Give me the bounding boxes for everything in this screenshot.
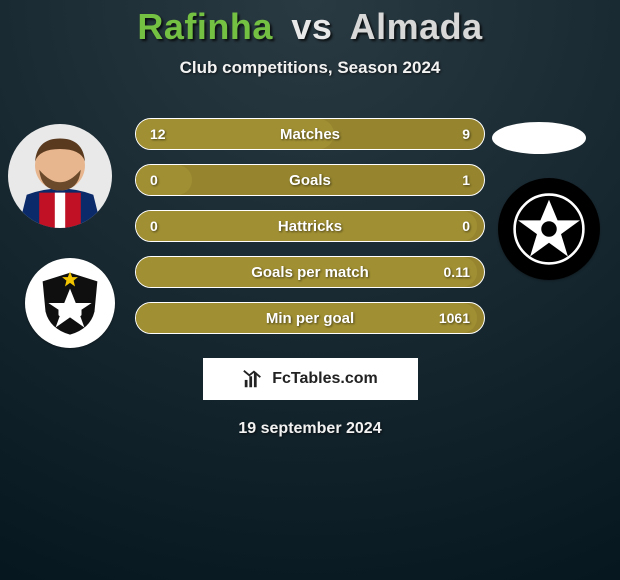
stat-right-value: 0.11 [444, 264, 470, 280]
stat-left-value: 0 [150, 172, 158, 188]
date-line: 19 september 2024 [238, 420, 381, 438]
stat-right-value: 1 [462, 172, 470, 188]
club-badge-right [498, 178, 600, 280]
stat-left-value: 0 [150, 218, 158, 234]
stat-label: Min per goal [266, 310, 354, 327]
stat-label: Matches [280, 126, 340, 143]
stat-label: Goals per match [251, 264, 369, 281]
stat-right-value: 9 [462, 126, 470, 142]
stat-row: 0 Goals 1 [135, 164, 485, 196]
player1-name: Rafinha [137, 6, 273, 47]
bar-chart-icon [242, 368, 264, 390]
stat-label: Hattricks [278, 218, 342, 235]
stat-label: Goals [289, 172, 331, 189]
subhead: Club competitions, Season 2024 [180, 58, 441, 78]
stat-right-value: 1061 [439, 310, 470, 326]
site-name: FcTables.com [272, 370, 378, 388]
stat-right-value: 0 [462, 218, 470, 234]
vs-text: vs [291, 6, 332, 47]
branding-box: FcTables.com [203, 358, 418, 400]
player2-name: Almada [350, 6, 483, 47]
stat-row: 12 Matches 9 [135, 118, 485, 150]
headline: Rafinha vs Almada [137, 6, 482, 48]
club-badge-left [25, 258, 115, 348]
stat-row: Min per goal 1061 [135, 302, 485, 334]
player2-photo-placeholder [492, 122, 586, 154]
stat-left-value: 12 [150, 126, 166, 142]
stat-row-fill [136, 165, 192, 195]
stat-row: Goals per match 0.11 [135, 256, 485, 288]
stat-row: 0 Hattricks 0 [135, 210, 485, 242]
player1-photo [8, 124, 112, 228]
